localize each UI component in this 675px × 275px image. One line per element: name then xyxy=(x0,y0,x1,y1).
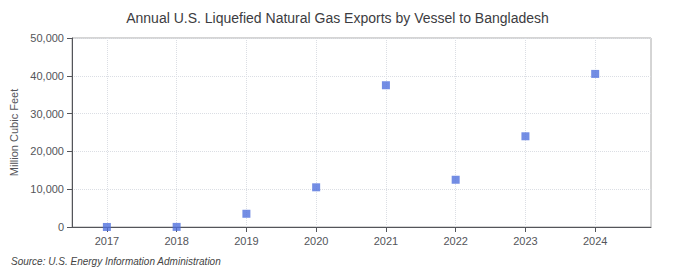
svg-text:Annual U.S. Liquefied Natural: Annual U.S. Liquefied Natural Gas Export… xyxy=(126,10,549,26)
svg-text:40,000: 40,000 xyxy=(30,70,64,82)
svg-text:2020: 2020 xyxy=(304,235,328,247)
svg-text:50,000: 50,000 xyxy=(30,32,64,44)
svg-text:Source: U.S. Energy Informatio: Source: U.S. Energy Information Administ… xyxy=(11,256,221,267)
svg-text:0: 0 xyxy=(58,221,64,233)
svg-text:2021: 2021 xyxy=(374,235,398,247)
svg-text:2023: 2023 xyxy=(513,235,537,247)
svg-text:20,000: 20,000 xyxy=(30,145,64,157)
svg-text:2024: 2024 xyxy=(583,235,607,247)
svg-text:10,000: 10,000 xyxy=(30,183,64,195)
svg-text:2018: 2018 xyxy=(164,235,188,247)
svg-text:2019: 2019 xyxy=(234,235,258,247)
svg-text:2022: 2022 xyxy=(443,235,467,247)
svg-text:Million Cubic Feet: Million Cubic Feet xyxy=(8,89,20,176)
svg-text:2017: 2017 xyxy=(95,235,119,247)
svg-text:30,000: 30,000 xyxy=(30,108,64,120)
